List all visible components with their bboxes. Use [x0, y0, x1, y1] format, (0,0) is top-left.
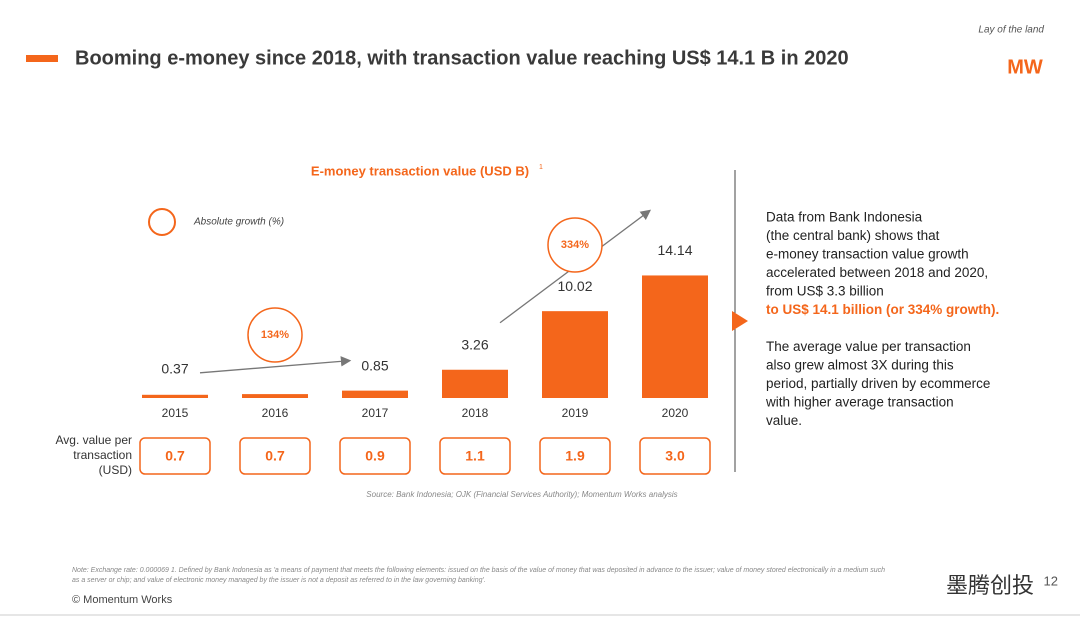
avg-label: Avg. value per — [56, 433, 133, 447]
section: Lay of the land — [978, 25, 1044, 36]
description-highlight: to US$ 14.1 billion (or 334% growth). — [766, 302, 999, 317]
value-label: 10.02 — [557, 278, 592, 294]
value-label: 3.26 — [461, 336, 488, 352]
legend-label: Absolute growth (%) — [193, 217, 284, 228]
arrow-marker — [732, 311, 748, 331]
description: value. — [766, 413, 802, 428]
avg-box — [539, 437, 611, 475]
page-number: 12 — [1044, 573, 1058, 588]
title-bar — [26, 55, 58, 62]
description: from US$ 3.3 billion — [766, 284, 884, 299]
growth-label: 334% — [561, 239, 589, 251]
growth-circle — [247, 307, 303, 363]
avg-value: 0.7 — [165, 448, 185, 464]
legend-marker — [148, 208, 176, 236]
value-label: 0.85 — [361, 357, 388, 373]
watermark: 墨腾创投 — [946, 573, 1034, 598]
x-tick-label: 2015 — [162, 406, 189, 420]
description: Data from Bank Indonesia — [766, 210, 923, 225]
bar — [142, 394, 208, 398]
avg-box — [139, 437, 211, 475]
avg-label: (USD) — [99, 463, 132, 477]
avg-box — [439, 437, 511, 475]
avg-value: 0.9 — [365, 448, 385, 464]
x-tick-label: 2016 — [262, 406, 289, 420]
copyright: © Momentum Works — [72, 594, 173, 606]
avg-value: 1.9 — [565, 448, 585, 464]
source: Source: Bank Indonesia; OJK (Financial S… — [366, 490, 677, 499]
description: e-money transaction value growth — [766, 247, 969, 262]
value-label: 0.37 — [161, 361, 188, 377]
x-tick-label: 2018 — [462, 406, 489, 420]
bar — [442, 369, 508, 398]
description: with higher average transaction — [765, 395, 954, 410]
avg-value: 3.0 — [665, 448, 685, 464]
superscript: 1 — [539, 164, 543, 171]
growth-circle — [547, 217, 603, 273]
avg-label: transaction — [73, 448, 132, 462]
description: period, partially driven by ecommerce — [766, 376, 990, 391]
slide-title: Booming e-money since 2018, with transac… — [75, 47, 849, 69]
avg-box — [239, 437, 311, 475]
bar — [642, 275, 708, 398]
value-label: 14.14 — [657, 242, 692, 258]
description: (the central bank) shows that — [766, 228, 940, 243]
avg-box — [339, 437, 411, 475]
x-tick-label: 2019 — [562, 406, 589, 420]
description: also grew almost 3X during this — [766, 358, 954, 373]
avg-value: 1.1 — [465, 448, 485, 464]
logo: MW — [1007, 56, 1043, 78]
growth-arrow — [199, 356, 352, 374]
growth-label: 134% — [261, 329, 289, 341]
note: Note: Exchange rate: 0.000069 1. Defined… — [72, 567, 885, 574]
avg-box — [639, 437, 711, 475]
bar — [242, 394, 308, 398]
chart-title: E-money transaction value (USD B) — [311, 163, 529, 178]
avg-value: 0.7 — [265, 448, 285, 464]
bar — [342, 390, 408, 398]
x-tick-label: 2017 — [362, 406, 389, 420]
note: as a server or chip; and value of electr… — [72, 577, 486, 584]
description: accelerated between 2018 and 2020, — [766, 265, 988, 280]
bar — [542, 311, 608, 398]
x-tick-label: 2020 — [662, 406, 689, 420]
description: The average value per transaction — [766, 339, 971, 354]
